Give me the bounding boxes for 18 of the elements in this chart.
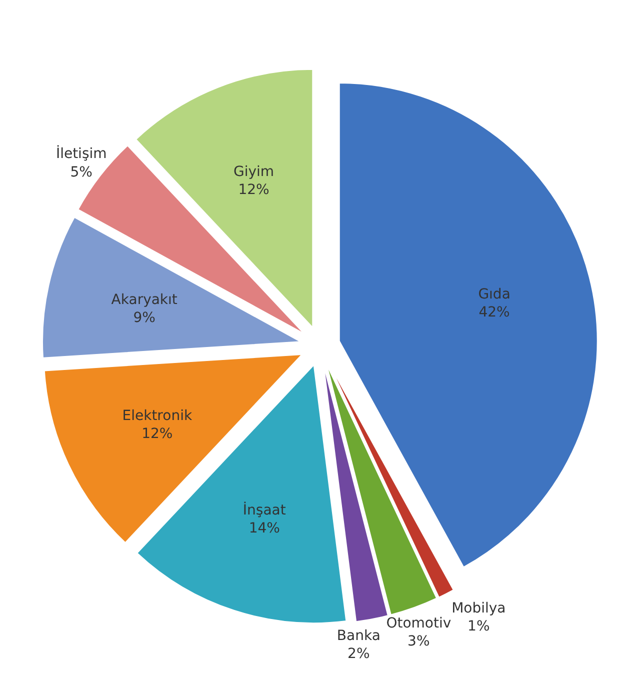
data-label: 14%	[248, 520, 280, 537]
data-label: 3%	[408, 634, 430, 650]
slice-label: İnşaat	[242, 501, 286, 518]
slice-label: Mobilya	[452, 600, 506, 616]
slice-label: Giyim	[233, 164, 274, 180]
slice-label: İletişim	[56, 145, 107, 162]
data-label: 9%	[133, 310, 156, 326]
slice-label: Banka	[336, 628, 380, 644]
slice-label: Gıda	[478, 286, 510, 302]
data-label: 2%	[348, 646, 370, 662]
data-label: 5%	[70, 164, 92, 180]
slice-label: Elektronik	[122, 408, 193, 424]
data-label: 42%	[478, 304, 510, 321]
data-label: 1%	[468, 618, 490, 634]
slice-label: Otomotiv	[386, 615, 452, 632]
data-label: 12%	[238, 182, 270, 198]
data-label: 12%	[142, 426, 173, 442]
slice-label: Akaryakıt	[111, 292, 178, 308]
